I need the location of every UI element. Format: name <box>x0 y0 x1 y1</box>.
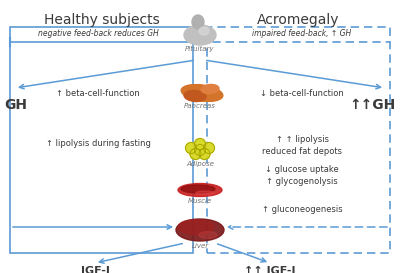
Text: GH: GH <box>4 98 27 112</box>
Ellipse shape <box>181 185 215 193</box>
Text: Pituitary: Pituitary <box>185 46 215 52</box>
Text: ↑↑ IGF-I: ↑↑ IGF-I <box>244 266 296 273</box>
Text: reduced fat depots: reduced fat depots <box>262 147 342 156</box>
Ellipse shape <box>184 90 206 102</box>
Text: negative feed-back reduces GH: negative feed-back reduces GH <box>38 29 158 38</box>
Circle shape <box>194 138 206 150</box>
Text: ↑ ↑ lipolysis: ↑ ↑ lipolysis <box>276 135 328 144</box>
Text: ↓ glucose uptake: ↓ glucose uptake <box>265 165 339 174</box>
Circle shape <box>199 149 210 159</box>
Text: Pancreas: Pancreas <box>184 103 216 109</box>
Text: ↑↑GH: ↑↑GH <box>350 98 396 112</box>
Text: Adipose: Adipose <box>186 161 214 167</box>
Text: ↑ gluconeogenesis: ↑ gluconeogenesis <box>262 206 342 215</box>
Ellipse shape <box>184 25 216 45</box>
Bar <box>10 27 193 253</box>
Ellipse shape <box>196 191 214 195</box>
Ellipse shape <box>178 183 222 197</box>
Text: Healthy subjects: Healthy subjects <box>44 13 160 27</box>
Ellipse shape <box>192 15 204 29</box>
Text: Liver: Liver <box>192 243 208 249</box>
Text: ↓ beta-cell-function: ↓ beta-cell-function <box>260 88 344 97</box>
Ellipse shape <box>176 219 224 241</box>
Text: ↑ beta-cell-function: ↑ beta-cell-function <box>56 88 140 97</box>
Ellipse shape <box>181 85 223 102</box>
Text: ↑ lipolysis during fasting: ↑ lipolysis during fasting <box>46 138 150 147</box>
Ellipse shape <box>199 27 209 35</box>
Text: impaired feed-back, ↑ GH: impaired feed-back, ↑ GH <box>252 29 352 38</box>
Text: Muscle: Muscle <box>188 198 212 204</box>
Text: IGF-I: IGF-I <box>80 266 110 273</box>
Text: Acromegaly: Acromegaly <box>257 13 339 27</box>
Circle shape <box>190 149 201 159</box>
Circle shape <box>186 143 196 153</box>
Bar <box>207 27 390 253</box>
Ellipse shape <box>201 84 219 94</box>
Text: ↑ glycogenolysis: ↑ glycogenolysis <box>266 177 338 185</box>
Ellipse shape <box>178 219 214 235</box>
Circle shape <box>194 144 206 156</box>
Ellipse shape <box>199 232 217 239</box>
Circle shape <box>204 143 214 153</box>
